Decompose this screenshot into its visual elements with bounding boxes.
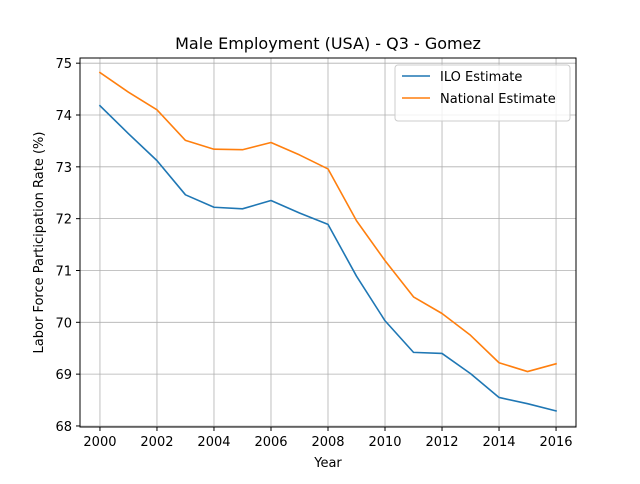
y-tick-label: 69 xyxy=(55,368,72,383)
y-tick-label: 73 xyxy=(55,161,72,176)
x-tick-label: 2014 xyxy=(482,435,515,450)
x-tick-label: 2008 xyxy=(311,435,344,450)
x-axis-label: Year xyxy=(313,456,342,471)
x-tick-label: 2000 xyxy=(83,435,116,450)
x-tick-label: 2012 xyxy=(425,435,458,450)
series-lines xyxy=(98,71,558,412)
x-tick-label: 2002 xyxy=(140,435,173,450)
series-line-1 xyxy=(98,104,558,412)
x-tick-label: 2006 xyxy=(254,435,287,450)
y-tick-label: 72 xyxy=(55,213,72,228)
legend-label-2: National Estimate xyxy=(440,92,556,107)
y-axis-label: Labor Force Participation Rate (%) xyxy=(32,132,47,354)
legend-box xyxy=(394,64,571,122)
y-tick-label: 70 xyxy=(55,316,72,331)
series-line-2 xyxy=(98,71,558,373)
x-tick-label: 2016 xyxy=(539,435,572,450)
grid xyxy=(80,58,576,427)
y-tick-label: 75 xyxy=(55,57,72,72)
axis-ticks: 2000 2002 2004 2006 2008 2010 2012 2014 2016 68 69… xyxy=(55,57,572,450)
y-tick-label: 68 xyxy=(55,420,72,435)
x-tick-label: 2010 xyxy=(368,435,401,450)
chart-title: Male Employment (USA) - Q3 - Gomez xyxy=(175,34,481,53)
legend-label-1: ILO Estimate xyxy=(440,70,522,85)
y-tick-label: 71 xyxy=(55,264,72,279)
y-tick-label: 74 xyxy=(55,109,72,124)
x-tick-label: 2004 xyxy=(197,435,230,450)
legend: ILO Estimate National Estimate xyxy=(394,64,571,122)
